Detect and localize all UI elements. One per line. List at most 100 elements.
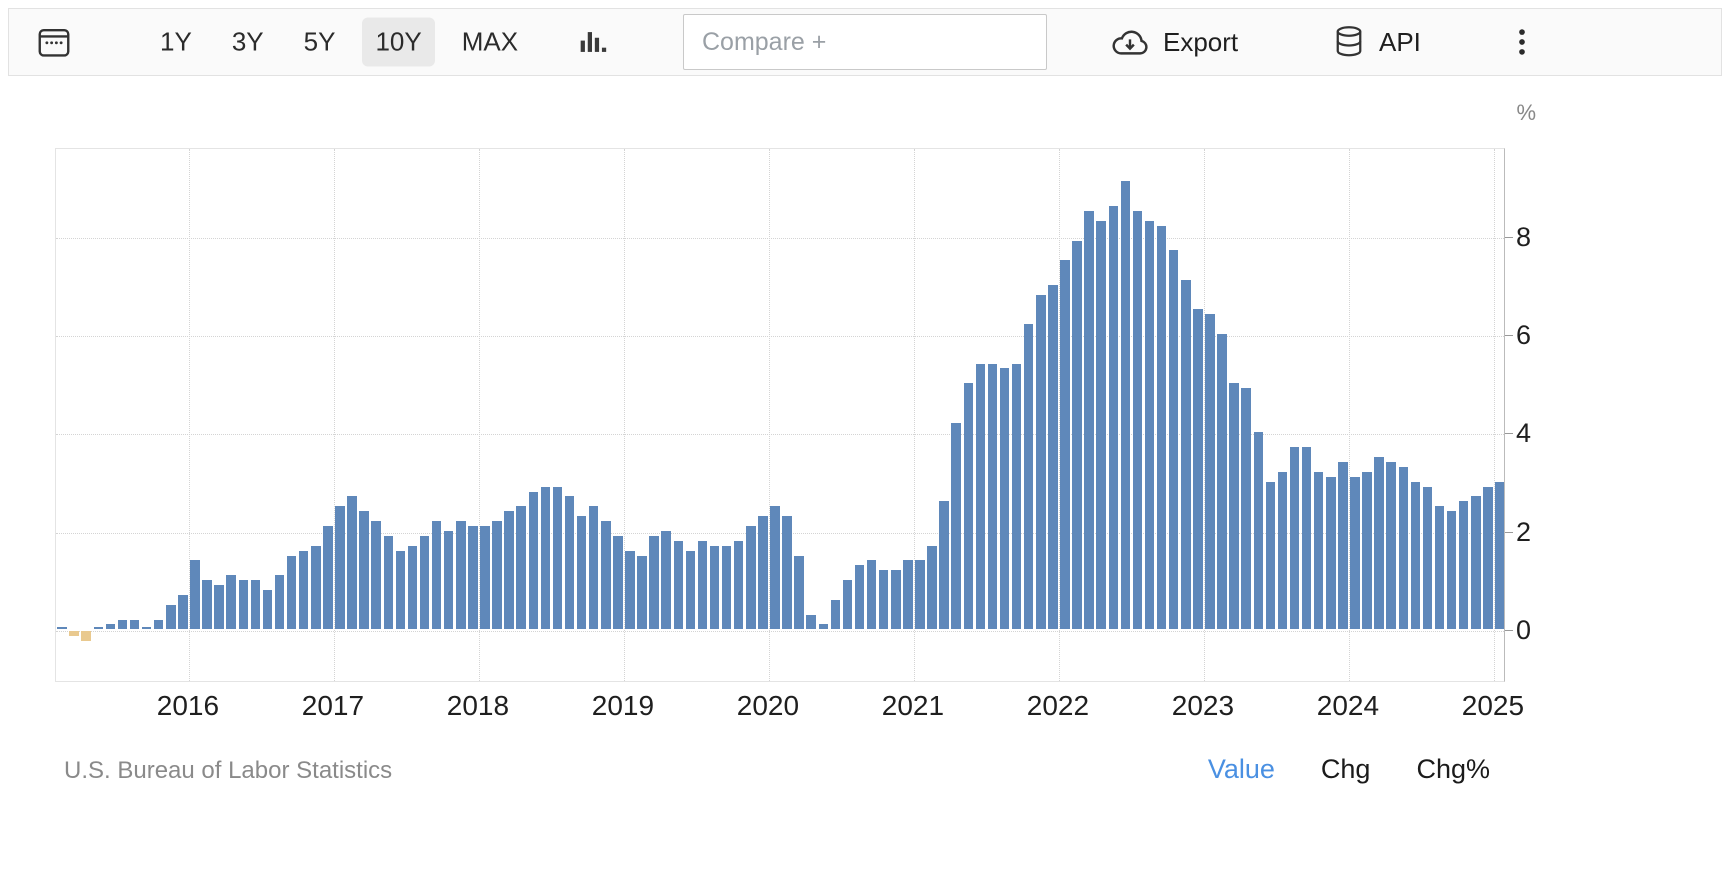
bar[interactable] <box>286 555 297 630</box>
bar[interactable] <box>540 486 551 630</box>
bar[interactable] <box>1374 457 1384 630</box>
bar[interactable] <box>226 575 236 630</box>
bar[interactable] <box>274 575 285 630</box>
bar[interactable] <box>939 501 949 630</box>
bar[interactable] <box>528 491 538 630</box>
api-button[interactable]: API <box>1331 24 1421 60</box>
series-mode-value[interactable]: Value <box>1207 754 1275 784</box>
bar[interactable] <box>1410 481 1421 630</box>
bar[interactable] <box>395 550 406 630</box>
bar[interactable] <box>298 550 309 630</box>
bar[interactable] <box>1096 220 1106 630</box>
bar[interactable] <box>419 535 430 630</box>
bar[interactable] <box>1156 225 1167 630</box>
bar[interactable] <box>492 521 502 630</box>
bar[interactable] <box>262 589 273 630</box>
bar[interactable] <box>57 627 67 630</box>
bar[interactable] <box>794 555 804 630</box>
bar[interactable] <box>891 570 901 630</box>
bar[interactable] <box>975 363 986 630</box>
bar[interactable] <box>93 627 103 630</box>
bar[interactable] <box>468 525 478 630</box>
bar[interactable] <box>999 368 1010 630</box>
date-picker-button[interactable] <box>35 23 73 61</box>
bar[interactable] <box>1362 471 1372 630</box>
bar[interactable] <box>1446 511 1457 630</box>
bar[interactable] <box>721 545 732 630</box>
bar[interactable] <box>1422 486 1433 630</box>
bar[interactable] <box>601 521 611 630</box>
bar[interactable] <box>915 560 925 630</box>
bar[interactable] <box>359 511 369 630</box>
bar[interactable] <box>625 550 635 630</box>
range-button-10y[interactable]: 10Y <box>362 17 435 67</box>
bar[interactable] <box>806 614 816 630</box>
bar[interactable] <box>1265 481 1276 630</box>
bar[interactable] <box>1289 447 1300 630</box>
bar[interactable] <box>202 580 212 630</box>
more-menu-button[interactable] <box>1505 25 1539 59</box>
bar[interactable] <box>1350 476 1360 630</box>
bar[interactable] <box>963 383 973 630</box>
bar[interactable] <box>987 363 998 630</box>
bar[interactable] <box>576 516 587 630</box>
bar[interactable] <box>1193 309 1203 630</box>
range-button-3y[interactable]: 3Y <box>219 18 277 67</box>
bar[interactable] <box>927 545 937 630</box>
bar[interactable] <box>178 594 188 630</box>
bar[interactable] <box>866 560 877 630</box>
bar[interactable] <box>456 521 466 630</box>
bar[interactable] <box>564 496 575 630</box>
bar[interactable] <box>431 521 442 630</box>
chart-type-button[interactable] <box>575 25 609 59</box>
bar[interactable] <box>504 511 514 630</box>
bar[interactable] <box>758 516 768 630</box>
bar[interactable] <box>443 530 454 630</box>
compare-input[interactable] <box>683 14 1047 70</box>
bar[interactable] <box>552 486 563 630</box>
bar[interactable] <box>335 506 345 630</box>
bar[interactable] <box>238 580 248 630</box>
range-button-max[interactable]: MAX <box>449 18 531 67</box>
bar[interactable] <box>371 521 381 630</box>
range-button-1y[interactable]: 1Y <box>147 18 205 67</box>
bar[interactable] <box>709 545 720 630</box>
bar[interactable] <box>250 580 261 630</box>
bar[interactable] <box>129 619 140 630</box>
bar[interactable] <box>117 619 128 630</box>
bar[interactable] <box>1471 496 1481 630</box>
bar[interactable] <box>1241 388 1251 630</box>
bar[interactable] <box>1060 260 1070 630</box>
bar[interactable] <box>1108 206 1118 630</box>
bar[interactable] <box>1144 220 1155 630</box>
bar[interactable] <box>1326 476 1336 630</box>
bar[interactable] <box>323 525 333 630</box>
bar[interactable] <box>1483 486 1493 630</box>
bar[interactable] <box>1495 481 1504 630</box>
bar[interactable] <box>842 580 853 630</box>
bar[interactable] <box>613 535 623 630</box>
bar[interactable] <box>673 540 683 630</box>
series-mode-chg[interactable]: Chg <box>1320 754 1371 784</box>
bar[interactable] <box>1277 471 1288 630</box>
bar[interactable] <box>141 627 152 630</box>
bar[interactable] <box>733 540 744 630</box>
bar[interactable] <box>903 560 913 630</box>
bar[interactable] <box>1434 506 1445 630</box>
bar[interactable] <box>516 506 526 630</box>
bar[interactable] <box>854 565 865 630</box>
range-button-5y[interactable]: 5Y <box>291 18 349 67</box>
bar[interactable] <box>588 506 599 630</box>
bar[interactable] <box>1084 211 1094 630</box>
bar[interactable] <box>746 525 756 630</box>
bar[interactable] <box>1048 284 1058 630</box>
bar[interactable] <box>1168 250 1179 630</box>
bar[interactable] <box>951 422 961 630</box>
bar[interactable] <box>190 560 200 630</box>
bar[interactable] <box>347 496 357 630</box>
series-mode-chg-pct[interactable]: Chg% <box>1416 754 1490 784</box>
bar[interactable] <box>311 545 321 630</box>
bar[interactable] <box>1120 181 1131 630</box>
bar[interactable] <box>1386 462 1396 630</box>
bar[interactable] <box>407 545 418 630</box>
